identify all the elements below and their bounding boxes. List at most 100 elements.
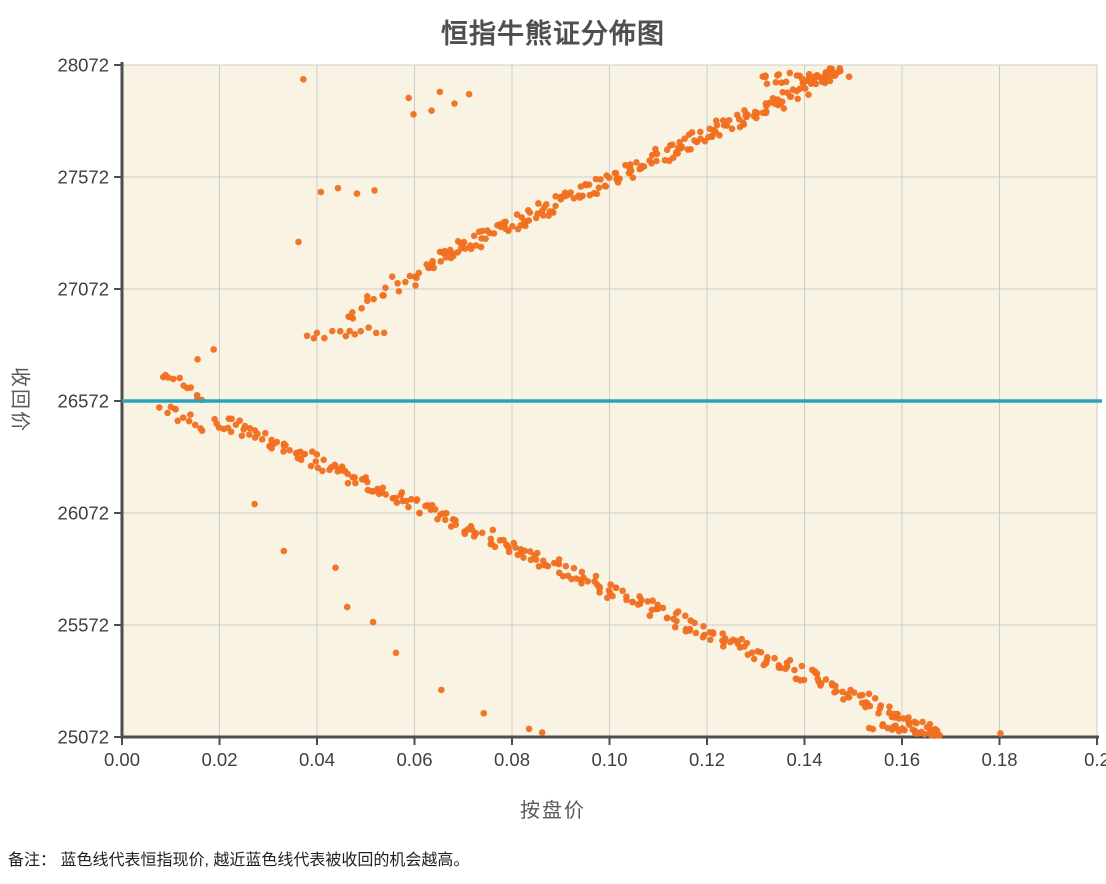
scatter-point <box>395 287 403 295</box>
scatter-point <box>653 605 660 613</box>
scatter-point <box>535 563 543 570</box>
scatter-point <box>303 332 311 340</box>
scatter-point <box>313 329 321 337</box>
scatter-point <box>677 145 685 152</box>
scatter-point <box>487 535 495 543</box>
scatter-point <box>246 424 254 432</box>
scatter-point <box>442 254 450 261</box>
scatter-point <box>406 272 414 280</box>
scatter-point <box>562 562 570 570</box>
scatter-point <box>372 329 380 337</box>
scatter-point <box>539 212 547 219</box>
scatter-point <box>567 189 574 196</box>
scatter-point <box>280 547 288 555</box>
footnote: 备注： 蓝色线代表恒指现价, 越近蓝色线代表被收回的机会越高。 <box>8 852 470 869</box>
scatter-point <box>634 601 642 608</box>
scatter-point <box>254 430 261 438</box>
scatter-point <box>357 327 365 335</box>
scatter-point <box>696 128 704 136</box>
scatter-point <box>782 78 790 86</box>
scatter-point <box>470 232 478 240</box>
scatter-point <box>653 157 660 165</box>
scatter-point <box>210 346 217 353</box>
scatter-point <box>187 411 194 418</box>
scatter-point <box>363 293 371 300</box>
scatter-point <box>543 201 550 208</box>
scatter-point <box>490 230 498 237</box>
scatter-point <box>238 432 246 440</box>
scatter-point <box>649 597 656 605</box>
x-tick-label: 0.00 <box>104 749 140 770</box>
scatter-point <box>648 160 655 167</box>
scatter-point <box>299 451 307 458</box>
x-tick-label: 0.12 <box>689 749 725 770</box>
scatter-point <box>297 456 305 464</box>
scatter-point <box>351 330 359 338</box>
scatter-point <box>738 635 745 643</box>
scatter-point <box>638 596 645 604</box>
scatter-point <box>905 714 912 721</box>
scatter-point <box>783 659 791 667</box>
scatter-point <box>900 715 907 722</box>
scatter-point <box>725 116 733 124</box>
scatter-point <box>805 91 812 98</box>
scatter-point <box>491 543 499 551</box>
scatter-point <box>319 467 326 475</box>
scatter-point <box>659 604 667 612</box>
scatter-point <box>544 562 552 570</box>
scatter-point <box>509 223 516 230</box>
scatter-point <box>901 726 908 734</box>
scatter-point <box>211 415 218 423</box>
scatter-point <box>733 637 740 645</box>
scatter-point <box>688 129 696 136</box>
scatter-point <box>155 404 163 411</box>
scatter-point <box>441 247 448 255</box>
x-tick-label: 0.14 <box>786 749 822 770</box>
scatter-point <box>709 629 717 636</box>
scatter-point <box>886 703 893 710</box>
scatter-point <box>405 94 412 102</box>
scatter-point <box>753 109 761 117</box>
scatter-point <box>723 122 731 129</box>
scatter-point <box>472 242 480 249</box>
scatter-point <box>437 511 444 518</box>
scatter-point <box>604 594 611 602</box>
scatter-point <box>405 503 412 511</box>
x-tick-label: 0.02 <box>201 749 237 770</box>
scatter-point <box>789 86 797 93</box>
scatter-point <box>701 137 709 145</box>
scatter-point <box>423 261 430 268</box>
scatter-point <box>759 109 767 117</box>
scatter-point <box>343 603 351 611</box>
scatter-point <box>538 729 546 736</box>
scatter-point <box>378 489 386 496</box>
scatter-point <box>521 547 528 555</box>
scatter-point <box>365 324 372 331</box>
scatter-point <box>796 85 804 93</box>
scatter-point <box>839 688 846 696</box>
scatter-point <box>344 470 352 478</box>
scatter-point <box>670 154 677 161</box>
scatter-point <box>369 618 377 626</box>
scatter-point <box>763 102 770 110</box>
scatter-point <box>332 564 339 571</box>
scatter-point <box>535 200 542 207</box>
scatter-point <box>164 374 172 381</box>
scatter-point <box>526 548 534 555</box>
scatter-point <box>629 174 637 182</box>
y-tick-label: 28072 <box>58 55 109 76</box>
scatter-point <box>382 284 389 292</box>
scatter-point <box>782 665 789 673</box>
scatter-point <box>321 334 328 342</box>
scatter-point <box>193 391 201 399</box>
scatter-point <box>831 689 838 696</box>
scatter-point <box>505 227 512 235</box>
scatter-point <box>312 458 320 465</box>
scatter-point <box>844 691 851 698</box>
scatter-point <box>261 429 269 437</box>
scatter-point <box>840 696 847 703</box>
scatter-point <box>914 730 921 737</box>
scatter-point <box>592 572 600 580</box>
scatter-point <box>674 150 682 157</box>
